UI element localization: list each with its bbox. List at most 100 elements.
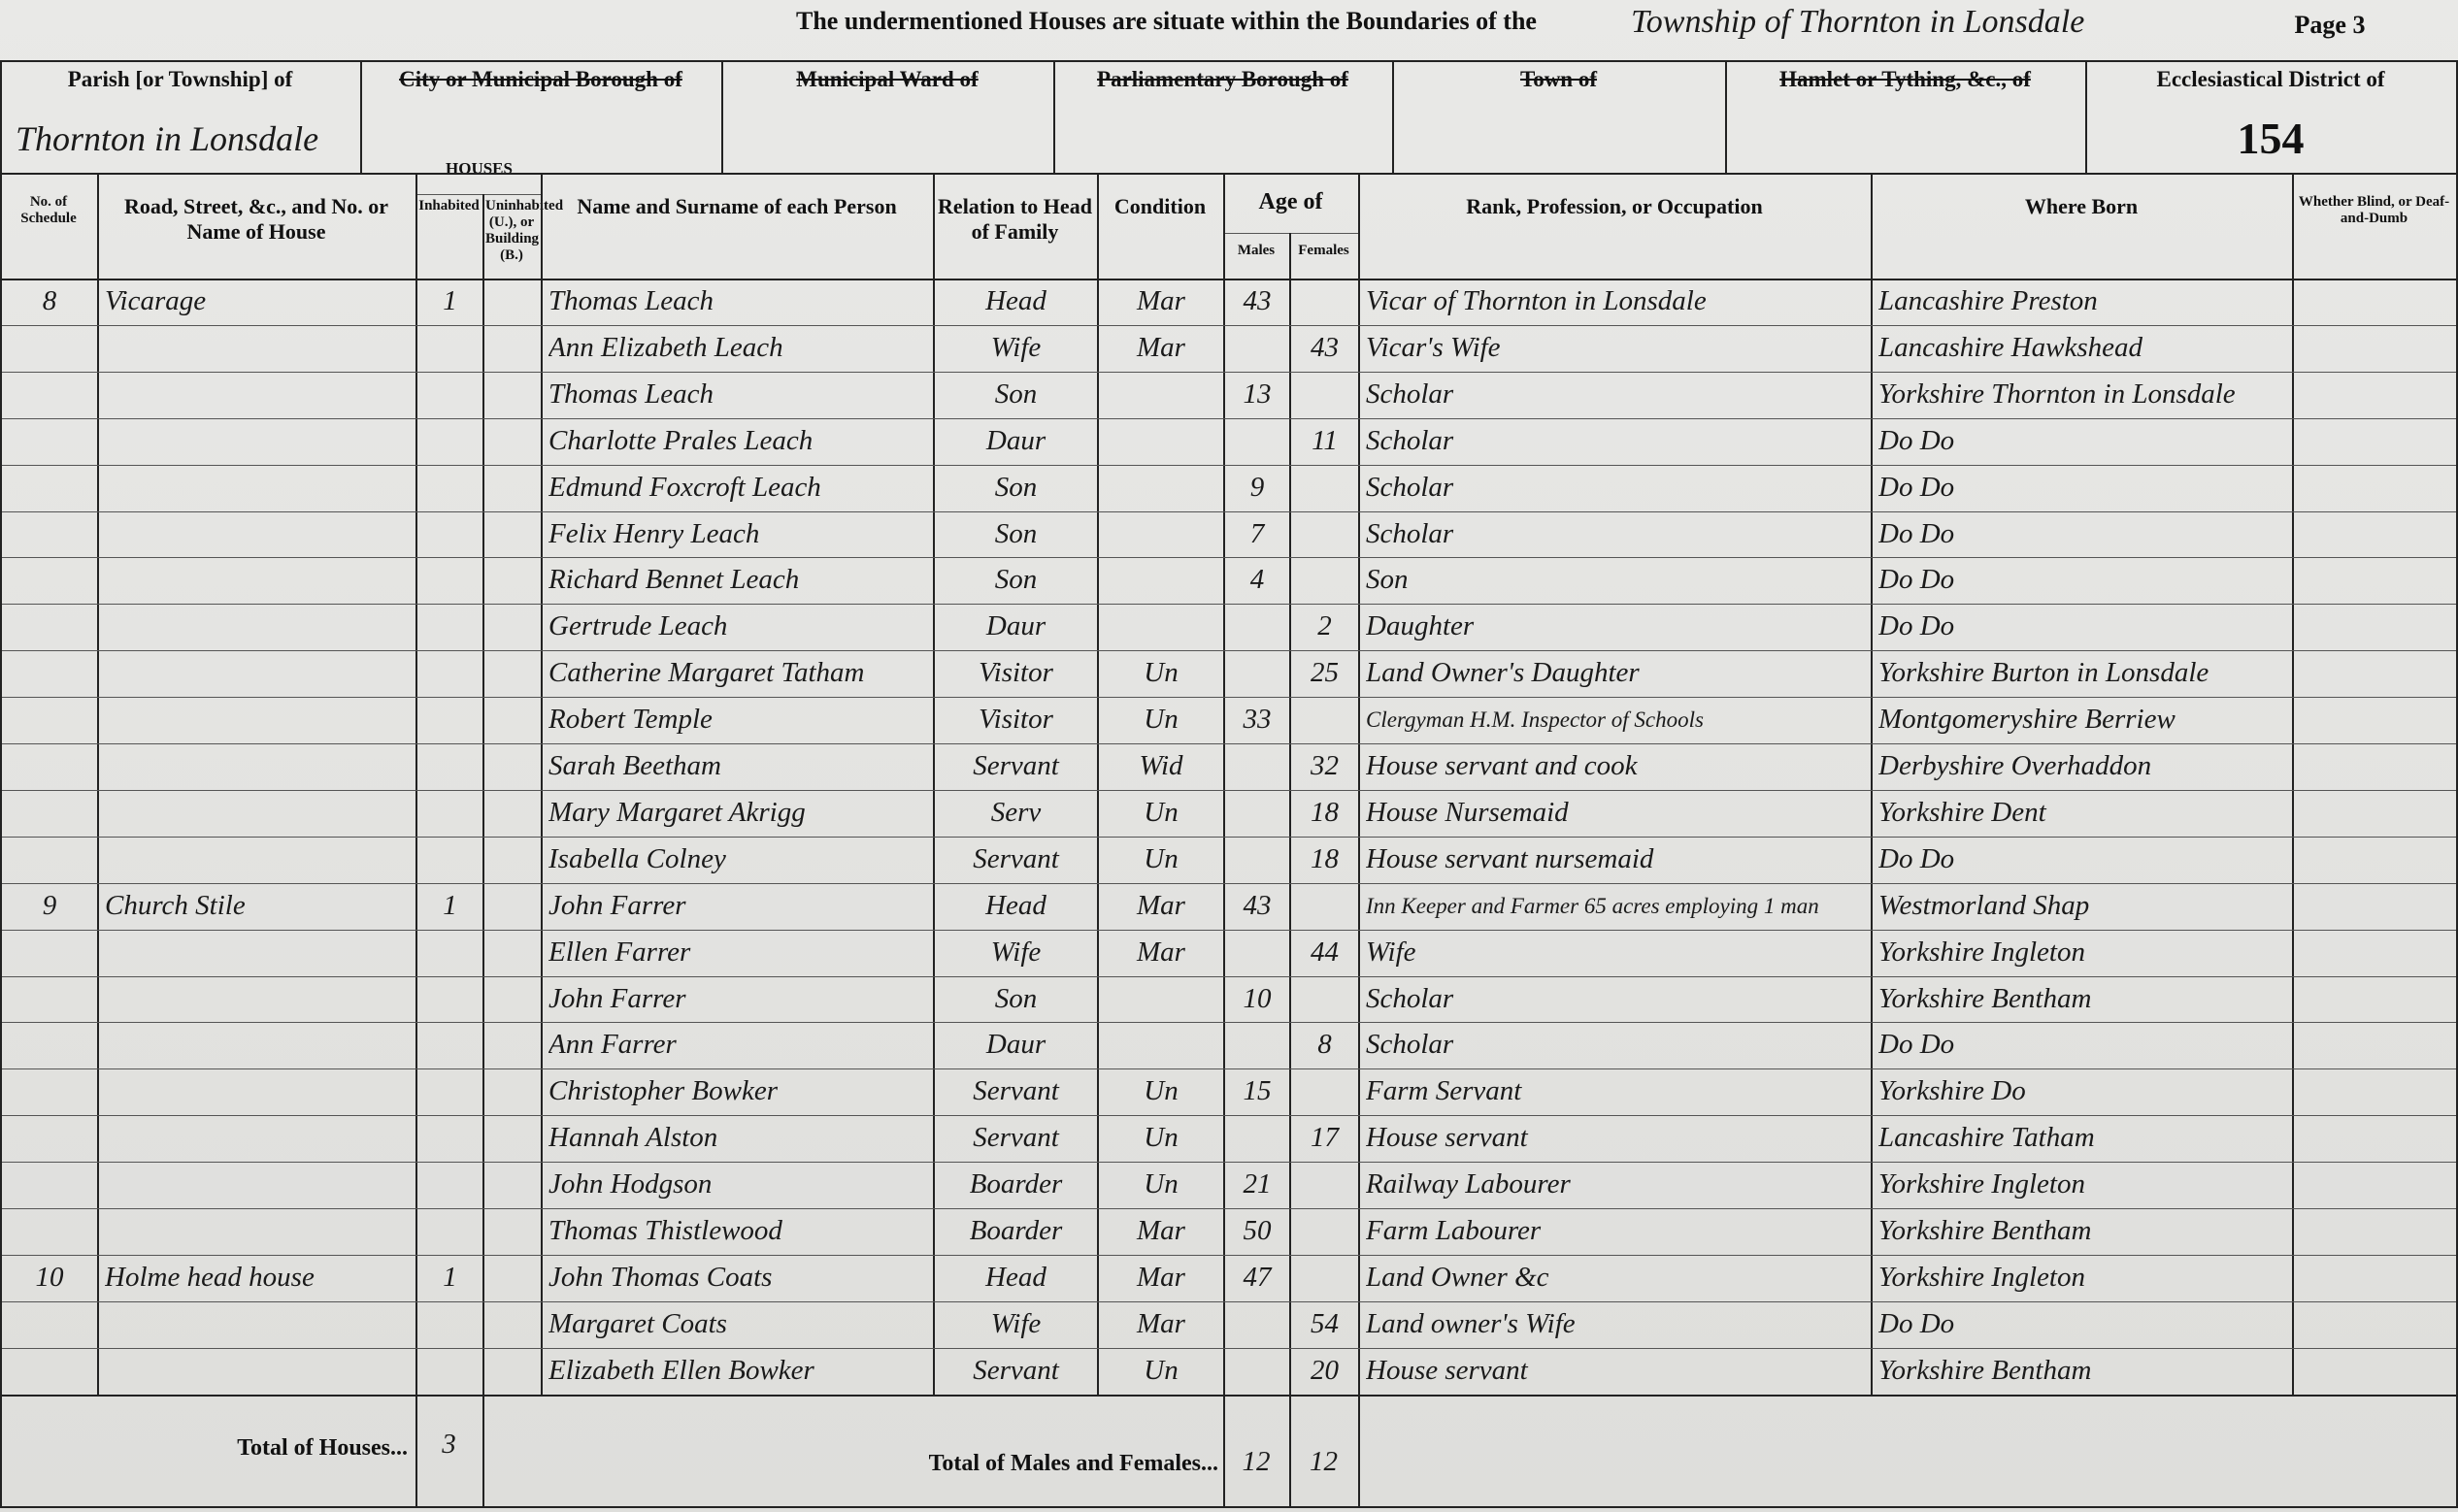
column-header: Road, Street, &c., and No. or Name of Ho… — [123, 194, 389, 244]
cell-condition: Un — [1144, 1168, 1179, 1200]
cell-name: Thomas Leach — [548, 285, 714, 316]
rule — [0, 697, 2458, 699]
cell-occupation: House servant — [1366, 1122, 1528, 1154]
cell-inhabited: 1 — [443, 1261, 457, 1293]
rule — [0, 882, 2458, 884]
total-males: 12 — [1242, 1446, 1271, 1477]
column-header: No. of Schedule — [20, 194, 77, 226]
column-header: Uninhabited (U.), or Building (B.) — [485, 198, 564, 263]
rule — [0, 371, 2458, 373]
cell-females: 54 — [1311, 1307, 1339, 1339]
field-label: Parliamentary Borough of — [1097, 67, 1348, 91]
rule — [721, 60, 723, 173]
cell-relation: Daur — [985, 610, 1046, 642]
cell-occupation: Scholar — [1366, 424, 1454, 456]
total-persons-label: Total of Males and Females... — [928, 1451, 1218, 1476]
cell-name: John Thomas Coats — [548, 1261, 773, 1293]
cell-males: 33 — [1243, 704, 1272, 736]
field-label: Parish [or Township] of — [67, 67, 293, 91]
rule — [482, 194, 484, 1395]
rule — [0, 1394, 2458, 1397]
cell-occupation: House Nursemaid — [1366, 796, 1569, 828]
cell-name: Catherine Margaret Tatham — [548, 657, 865, 689]
cell-females: 8 — [1317, 1029, 1332, 1061]
rule — [0, 789, 2458, 791]
cell-relation: Boarder — [969, 1168, 1063, 1200]
rule — [0, 1347, 2458, 1349]
field-value: Thornton in Lonsdale — [16, 119, 319, 158]
cell-occupation: Vicar's Wife — [1366, 331, 1501, 363]
cell-condition: Un — [1144, 1354, 1179, 1386]
rule — [0, 929, 2458, 931]
cell-where-born: Do Do — [1878, 424, 1955, 456]
page-number: Page 3 — [2294, 11, 2366, 39]
cell-condition: Mar — [1137, 331, 1185, 363]
column-header: Whether Blind, or Deaf-and-Dumb — [2298, 194, 2450, 226]
column-header: Females — [1298, 243, 1349, 258]
rule — [0, 1022, 2458, 1024]
cell-relation: Visitor — [979, 657, 1053, 689]
cell-condition: Mar — [1137, 1307, 1185, 1339]
cell-occupation: Daughter — [1366, 610, 1475, 642]
column-header: Rank, Profession, or Occupation — [1466, 194, 1763, 218]
cell-where-born: Yorkshire Bentham — [1878, 982, 2092, 1014]
field-label: Municipal Ward of — [796, 67, 979, 91]
cell-where-born: Do Do — [1878, 610, 1955, 642]
rule — [2292, 173, 2294, 1395]
cell-occupation: Vicar of Thornton in Lonsdale — [1366, 285, 1707, 316]
rule — [0, 279, 2458, 280]
cell-males: 47 — [1243, 1261, 1272, 1293]
cell-where-born: Yorkshire Bentham — [1878, 1215, 2092, 1246]
rule — [0, 604, 2458, 606]
cell-relation: Son — [994, 982, 1038, 1014]
cell-relation: Visitor — [979, 704, 1053, 736]
cell-occupation: Farm Servant — [1366, 1075, 1522, 1107]
total-houses: 3 — [442, 1429, 456, 1460]
rule — [0, 324, 2458, 326]
cell-where-born: Yorkshire Do — [1878, 1075, 2026, 1107]
cell-females: 43 — [1311, 331, 1339, 363]
cell-where-born: Lancashire Preston — [1878, 285, 2098, 316]
cell-occupation: Land Owner's Daughter — [1366, 657, 1640, 689]
cell-males: 50 — [1243, 1215, 1272, 1246]
rule — [0, 1162, 2458, 1164]
cell-occupation: Railway Labourer — [1366, 1168, 1571, 1200]
cell-name: Isabella Colney — [548, 842, 726, 874]
cell-where-born: Do Do — [1878, 842, 1955, 874]
rule — [0, 510, 2458, 512]
cell-condition: Un — [1144, 796, 1179, 828]
cell-name: Margaret Coats — [548, 1307, 727, 1339]
cell-condition: Mar — [1137, 285, 1185, 316]
cell-females: 11 — [1312, 424, 1338, 456]
cell-condition: Un — [1144, 1075, 1179, 1107]
cell-name: Felix Henry Leach — [548, 517, 760, 549]
cell-females: 44 — [1311, 936, 1339, 968]
cell-males: 13 — [1243, 378, 1272, 410]
cell-where-born: Montgomeryshire Berriew — [1878, 704, 2176, 736]
cell-occupation: Land Owner &c — [1366, 1261, 1549, 1293]
cell-condition: Mar — [1137, 1215, 1185, 1246]
cell-where-born: Do Do — [1878, 1307, 1955, 1339]
cell-relation: Servant — [973, 1122, 1059, 1154]
cell-house: Holme head house — [105, 1261, 315, 1293]
cell-inhabited: 1 — [443, 889, 457, 921]
column-header: Males — [1237, 243, 1276, 258]
cell-name: Mary Margaret Akrigg — [548, 796, 806, 828]
cell-name: John Hodgson — [548, 1168, 713, 1200]
cell-females: 20 — [1311, 1354, 1339, 1386]
cell-occupation: House servant nursemaid — [1366, 842, 1654, 874]
cell-name: Richard Bennet Leach — [548, 564, 800, 596]
cell-where-born: Yorkshire Ingleton — [1878, 1261, 2085, 1293]
cell-relation: Head — [985, 285, 1046, 316]
total-houses-label: Total of Houses... — [237, 1435, 408, 1461]
cell-relation: Daur — [985, 424, 1046, 456]
column-header: Condition — [1113, 194, 1207, 218]
rule — [1223, 1394, 1225, 1506]
cell-males: 43 — [1243, 889, 1272, 921]
cell-where-born: Do Do — [1878, 471, 1955, 503]
cell-where-born: Derbyshire Overhaddon — [1878, 750, 2152, 781]
rule — [415, 173, 417, 1395]
cell-relation: Servant — [973, 1354, 1059, 1386]
cell-name: Charlotte Prales Leach — [548, 424, 814, 456]
cell-relation: Boarder — [969, 1215, 1063, 1246]
